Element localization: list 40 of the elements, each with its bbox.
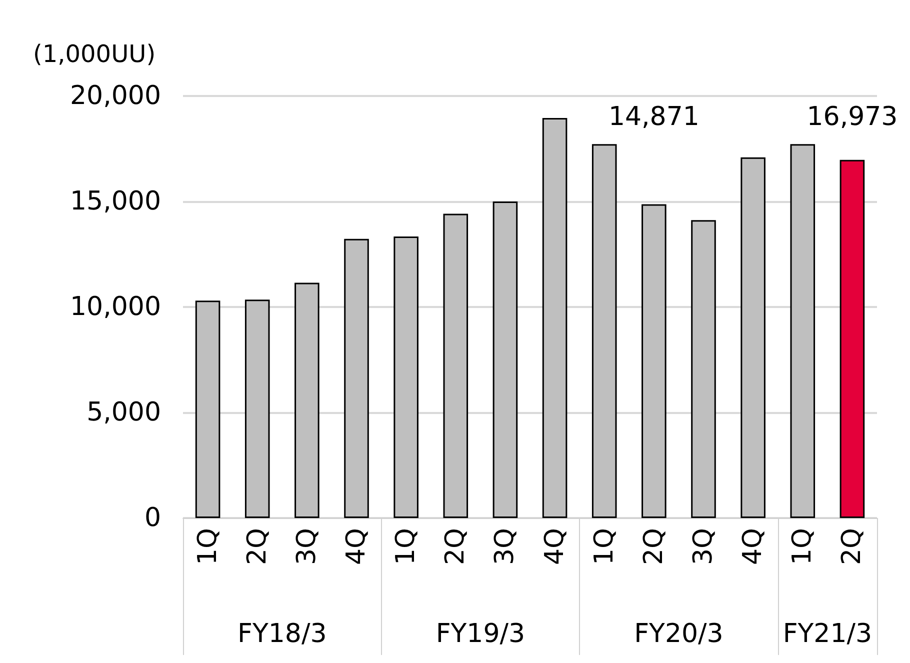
bar: [840, 160, 865, 518]
bar: [790, 144, 816, 518]
x-tick-label: 4Q: [738, 528, 768, 566]
y-tick-label: 15,000: [70, 186, 161, 216]
text: FY20/3: [634, 619, 724, 649]
x-tick-label: 2Q: [242, 528, 272, 566]
x-tick-label: 3Q: [490, 528, 520, 566]
text: FY21/3: [782, 619, 872, 649]
text: FY19/3: [436, 619, 526, 649]
data-label: 16,973: [806, 102, 898, 132]
x-tick-label: 1Q: [391, 528, 422, 566]
y-tick-label: 0: [144, 503, 161, 533]
y-tick-label: 10,000: [70, 292, 161, 322]
x-tick-label: 4Q: [342, 528, 372, 566]
y-tick-label: 20,000: [70, 81, 161, 111]
bar: [244, 300, 270, 518]
bar: [443, 214, 468, 518]
x-tick-label: 3Q: [688, 528, 718, 566]
bar: [740, 157, 766, 518]
x-tick-label: 2Q: [638, 528, 669, 566]
bar: [344, 238, 369, 518]
bar: [394, 236, 418, 518]
bar: [492, 202, 518, 518]
bar: [294, 282, 320, 518]
bar: [642, 204, 666, 518]
x-tick-label: 2Q: [440, 528, 471, 566]
x-tick-label: 2Q: [837, 528, 868, 566]
x-tick-label: 3Q: [292, 528, 322, 566]
x-tick-label: 4Q: [540, 528, 570, 566]
bar: [195, 300, 220, 518]
x-tick-label: 1Q: [589, 528, 620, 566]
data-label: 14,871: [608, 102, 700, 132]
x-tick-label: 1Q: [192, 528, 223, 566]
bar: [592, 144, 617, 518]
y-tick-label: 5,000: [86, 398, 161, 428]
text: FY18/3: [238, 619, 327, 649]
x-tick-label: 1Q: [788, 528, 818, 566]
bar: [542, 118, 568, 518]
bar: [691, 220, 716, 518]
y-axis-title: (1,000UU): [33, 40, 156, 68]
